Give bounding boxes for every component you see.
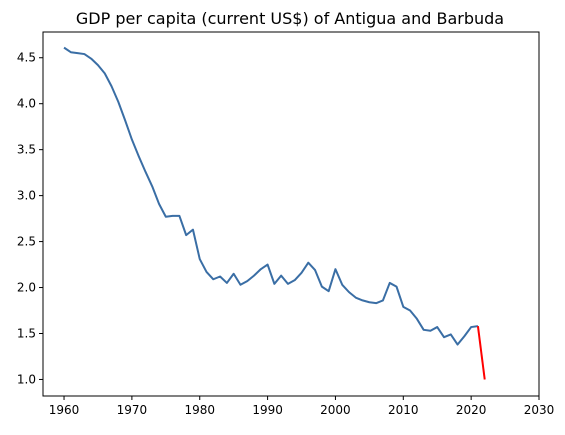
x-tick-label: 1970 [117, 403, 148, 417]
x-tick-label: 1980 [184, 403, 215, 417]
chart-title: GDP per capita (current US$) of Antigua … [76, 9, 504, 28]
x-tick-label: 2000 [320, 403, 351, 417]
series-layer [63, 46, 486, 380]
y-tick-label: 1.5 [17, 326, 36, 340]
plot-frame [42, 31, 540, 397]
y-tick-label: 2.5 [17, 235, 36, 249]
y-tick-label: 3.0 [17, 189, 36, 203]
series-line-1 [476, 326, 486, 380]
y-tick-label: 4.5 [17, 51, 36, 65]
y-tick-label: 1.0 [17, 372, 36, 386]
series-line-0 [63, 46, 479, 346]
x-tick-label: 2030 [524, 403, 555, 417]
y-tick-label: 2.0 [17, 281, 36, 295]
axes-layer: 1960 1970 1980 1990 2000 2010 2020 2030 1.0 1.5 2.… [17, 51, 554, 417]
x-tick-label: 1990 [252, 403, 283, 417]
y-tick-label: 4.0 [17, 97, 36, 111]
x-tick-label: 2020 [456, 403, 487, 417]
x-tick-label: 2010 [388, 403, 419, 417]
x-tick-label: 1960 [49, 403, 80, 417]
y-tick-label: 3.5 [17, 143, 36, 157]
